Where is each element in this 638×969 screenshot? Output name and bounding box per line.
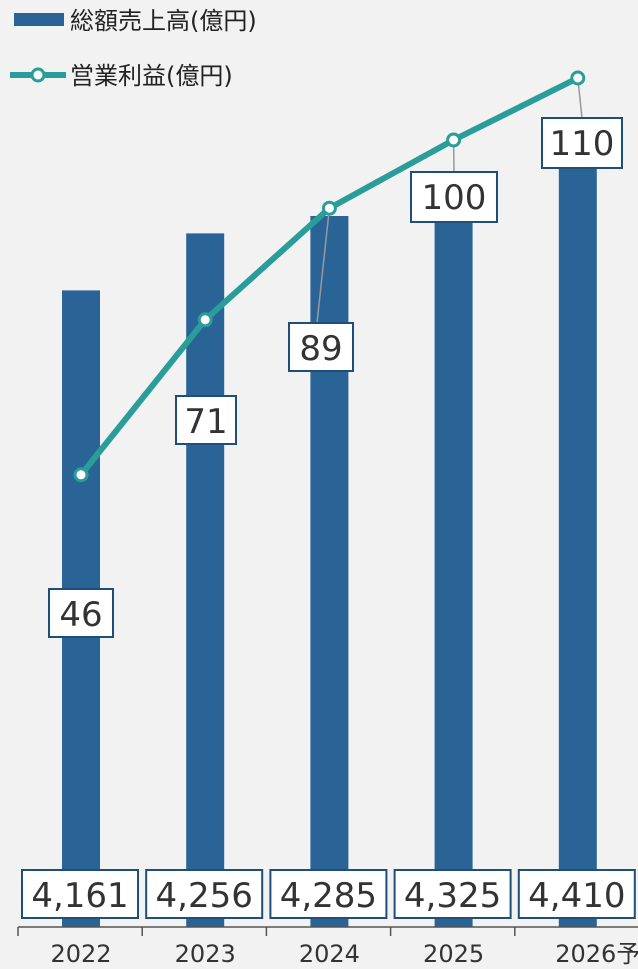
line-value-label: 71 [184, 402, 227, 442]
x-tick-label: 2023 [175, 940, 236, 968]
line-label-box [410, 171, 498, 223]
legend-line-label: 営業利益(億円) [70, 62, 233, 90]
bar-2026予想 [558, 141, 597, 927]
line-label-box [288, 322, 354, 372]
line-value-label: 46 [59, 595, 102, 635]
legend-bar-label: 総額売上高(億円) [70, 7, 257, 35]
bar-label-box [517, 869, 636, 919]
x-tick-label: 2022 [50, 940, 111, 968]
bar-label-box [21, 869, 139, 919]
bar-value-label: 4,325 [404, 876, 501, 916]
bar-value-label: 4,410 [528, 876, 625, 916]
line-label-box [48, 588, 114, 638]
bar-label-box [269, 869, 388, 919]
plot-area: 4,161 4,256 4,285 4,325 4,410 2022 2023 2024 202… [17, 70, 638, 968]
bar-value-label: 4,161 [31, 876, 128, 916]
profit-point-2023 [197, 312, 213, 328]
profit-point-2026予想 [570, 70, 586, 86]
bar-2023 [186, 233, 225, 927]
bar-2025 [434, 192, 473, 927]
profit-point-2025 [446, 132, 462, 148]
x-tick-label: 2026予想 [555, 940, 638, 968]
legend: 総額売上高(億円) 営業利益(億円) [10, 7, 257, 90]
legend-line-marker [30, 67, 46, 83]
legend-bar-swatch [14, 13, 64, 26]
bar-value-label: 4,285 [280, 876, 377, 916]
bar-value-label: 4,256 [156, 876, 253, 916]
line-value-label: 110 [550, 124, 615, 164]
bar-label-box [145, 869, 264, 919]
line-value-label: 89 [299, 329, 342, 369]
leader-line [316, 208, 331, 324]
bar-label-box [393, 869, 512, 919]
x-tick-label: 2024 [299, 940, 360, 968]
x-tick-label: 2025 [423, 940, 484, 968]
line-value-label: 100 [422, 178, 487, 218]
line-label-box [541, 117, 623, 169]
profit-point-2024 [321, 200, 337, 216]
line-label-box [175, 395, 237, 445]
profit-point-2022 [73, 467, 89, 483]
